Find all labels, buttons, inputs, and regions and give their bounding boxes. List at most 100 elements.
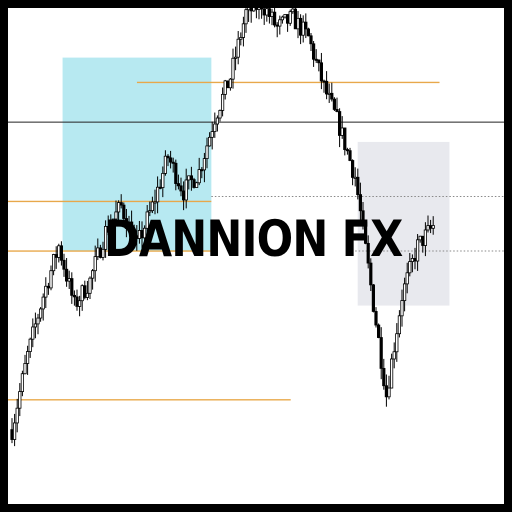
- candle-body: [189, 175, 193, 180]
- candle-body: [426, 225, 430, 231]
- candle-body: [18, 391, 22, 409]
- candle-body: [85, 292, 89, 298]
- candle-body: [142, 227, 147, 239]
- candle-body: [207, 136, 212, 147]
- candle-body: [101, 248, 105, 258]
- candle-body: [275, 24, 279, 27]
- candle-body: [28, 338, 32, 352]
- candle-body: [423, 229, 428, 246]
- candle-body: [405, 272, 409, 285]
- candle-body: [155, 186, 160, 203]
- candle-body: [148, 210, 152, 213]
- candle-body: [285, 14, 290, 24]
- candle-body: [130, 221, 134, 241]
- candle-body: [38, 308, 43, 319]
- candle-body: [33, 323, 38, 328]
- candle-body: [226, 80, 230, 89]
- candle-body: [408, 261, 412, 274]
- candle-body: [46, 285, 51, 289]
- candle-body: [298, 17, 303, 36]
- candle-body: [246, 8, 251, 11]
- candle-body: [59, 245, 64, 261]
- chart-panel: DANNION FX: [8, 8, 504, 504]
- candle-body: [366, 242, 370, 264]
- candle-body: [397, 315, 402, 335]
- candle-body: [384, 385, 389, 398]
- candle-body: [387, 387, 391, 398]
- candle-body: [358, 194, 363, 212]
- candle-body: [192, 179, 196, 188]
- candle-body: [309, 35, 313, 45]
- candle-body: [91, 270, 95, 279]
- candle-body: [104, 226, 108, 250]
- candle-body: [428, 225, 433, 229]
- candle-body: [194, 182, 199, 188]
- candle-body: [44, 285, 48, 298]
- candle-body: [374, 311, 378, 326]
- candle-body: [88, 277, 92, 294]
- candle-body: [314, 58, 318, 61]
- candle-body: [114, 211, 118, 220]
- neutral-zone: [357, 141, 450, 306]
- candle-body: [109, 225, 113, 233]
- candle-body: [324, 80, 329, 95]
- candle-body: [166, 155, 170, 159]
- candle-body: [293, 8, 298, 30]
- zones-layer: [62, 57, 450, 306]
- candle-body: [67, 278, 71, 282]
- candle-body: [36, 317, 40, 325]
- candle-body: [93, 256, 97, 272]
- candle-body: [252, 8, 256, 12]
- candle-body: [96, 247, 100, 258]
- candle-body: [356, 176, 360, 196]
- candle-body: [223, 80, 227, 95]
- candle-body: [54, 254, 58, 258]
- candle-body: [322, 80, 326, 83]
- price-chart: [8, 8, 504, 447]
- candle-body: [202, 158, 206, 171]
- candle-body: [265, 8, 269, 16]
- candle-body: [267, 8, 272, 17]
- candle-body: [332, 98, 337, 110]
- candle-body: [158, 186, 162, 189]
- candle-body: [187, 175, 191, 181]
- candle-body: [98, 247, 102, 258]
- candle-body: [200, 169, 204, 172]
- watermark-text: DANNION FX: [104, 210, 403, 268]
- candle-body: [150, 201, 154, 212]
- candle-body: [278, 19, 282, 27]
- candle-body: [348, 150, 352, 161]
- candle-body: [13, 422, 17, 440]
- candle-body: [400, 300, 404, 317]
- demand-zone: [62, 57, 212, 252]
- candle-body: [369, 262, 373, 286]
- candle-body: [301, 21, 305, 36]
- candle-body: [52, 254, 56, 272]
- candle-body: [111, 218, 115, 226]
- candle-body: [431, 225, 435, 229]
- candle-body: [213, 123, 217, 132]
- candle-body: [259, 8, 264, 10]
- candle-body: [70, 278, 74, 296]
- candle-body: [72, 294, 76, 298]
- candle-body: [163, 155, 167, 174]
- candle-body: [220, 93, 225, 111]
- candle-body: [379, 337, 383, 369]
- candle-body: [327, 92, 331, 95]
- candle-body: [15, 407, 19, 424]
- candle-body: [197, 169, 201, 184]
- candle-body: [239, 37, 243, 40]
- candle-body: [161, 172, 165, 188]
- candle-body: [174, 162, 178, 184]
- candle-body: [319, 62, 324, 82]
- candle-body: [241, 23, 245, 38]
- candle-body: [291, 8, 295, 13]
- candle-body: [80, 285, 84, 302]
- candle-body: [65, 268, 69, 282]
- candle-body: [228, 78, 232, 89]
- candle-body: [153, 201, 157, 204]
- candle-body: [402, 283, 407, 301]
- candle-body: [350, 160, 355, 178]
- candle-body: [335, 109, 339, 112]
- candle-body: [415, 239, 420, 262]
